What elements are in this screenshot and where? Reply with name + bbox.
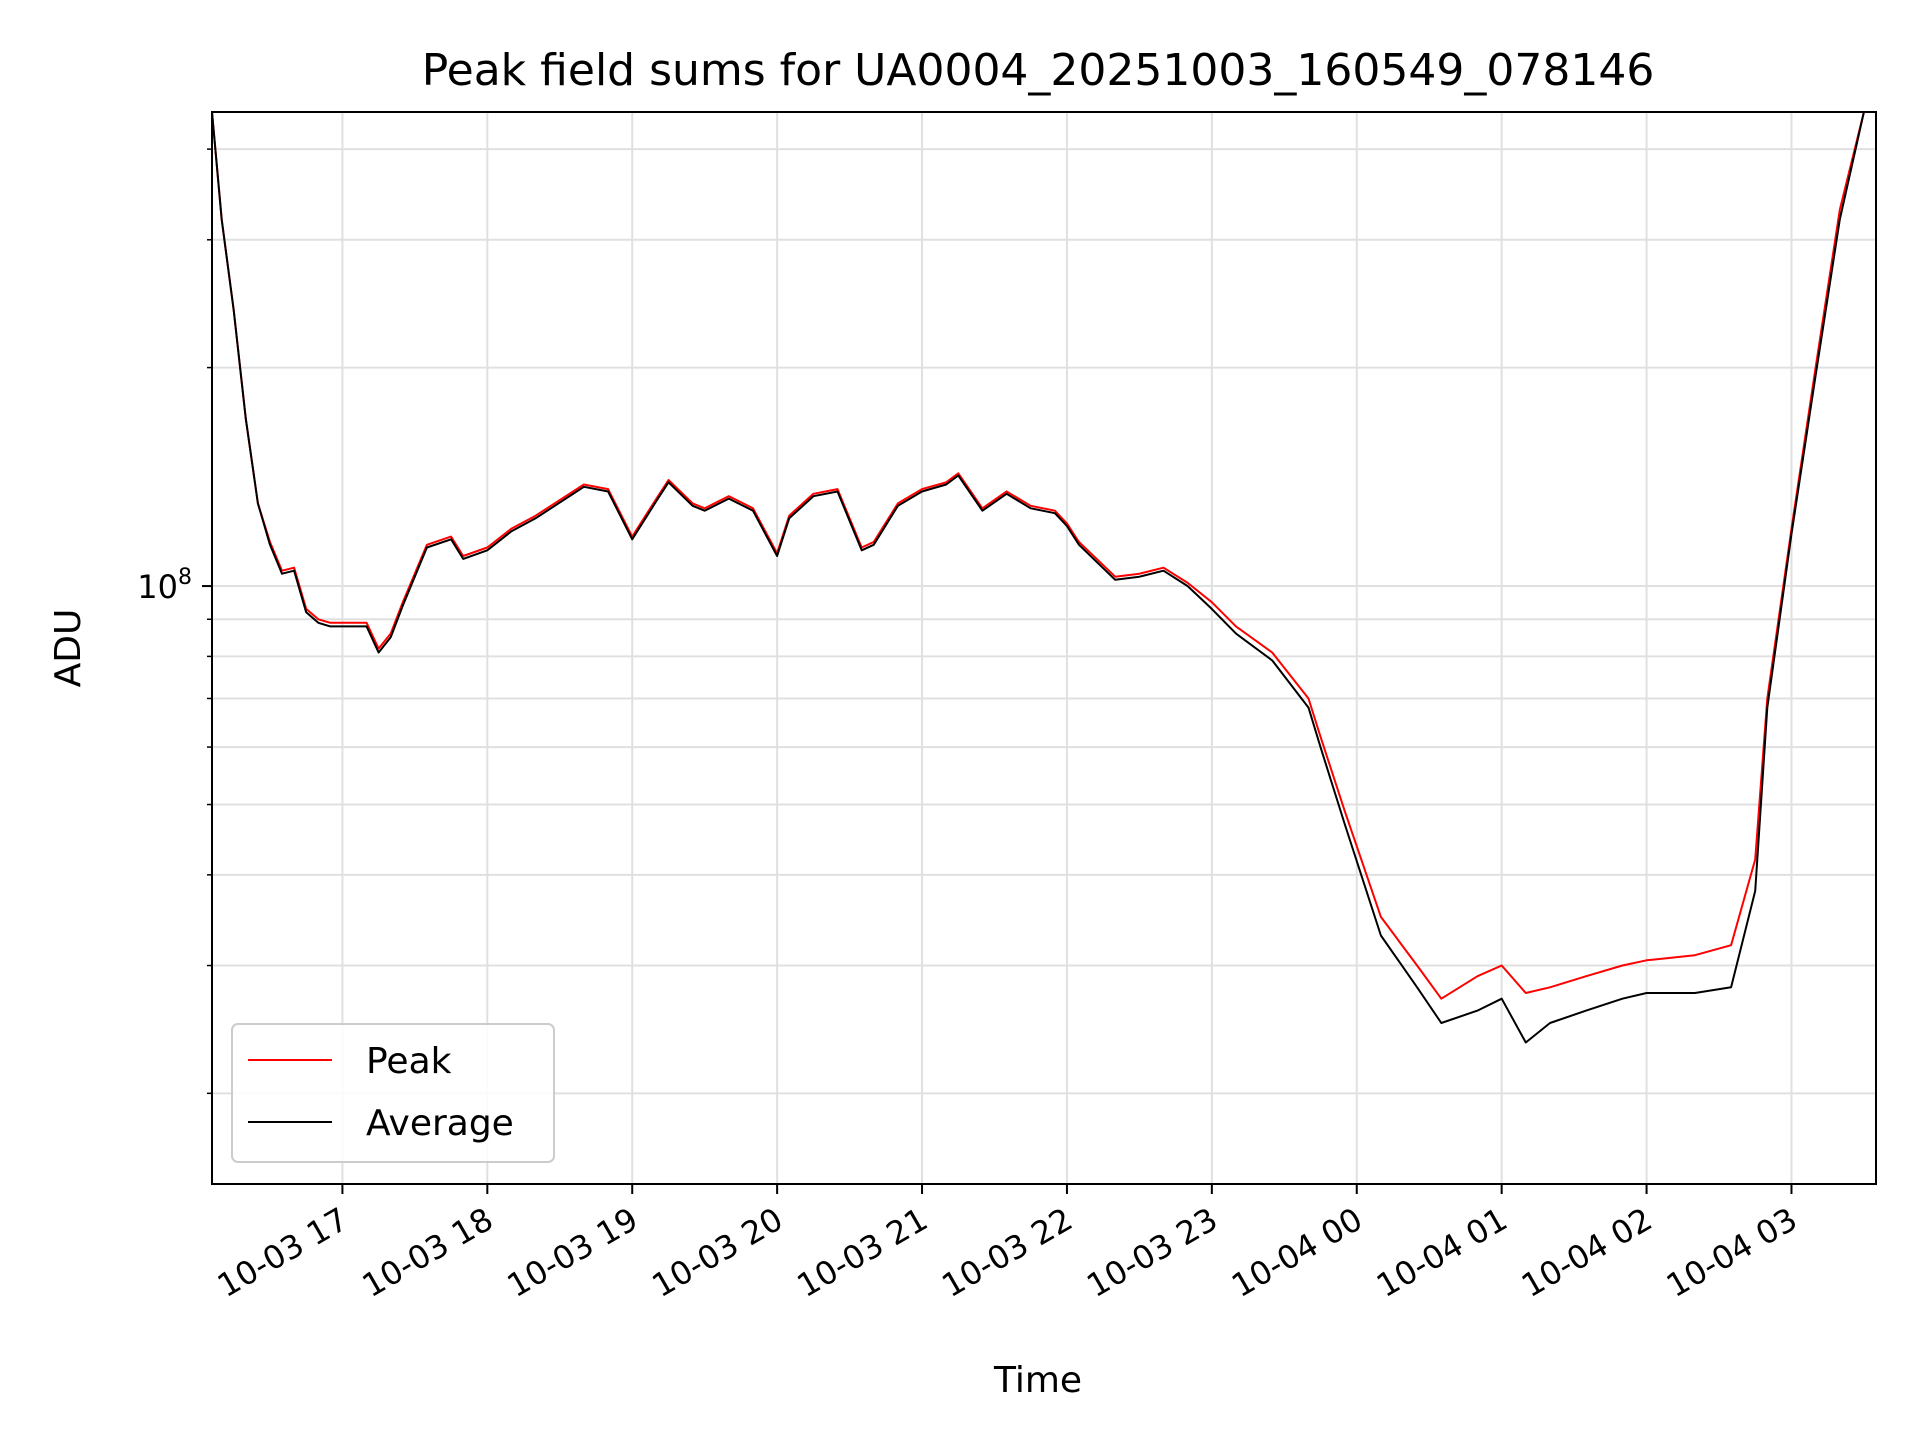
grid <box>212 112 1876 1184</box>
legend-box <box>231 1023 555 1163</box>
y-axis-label: ADU <box>48 609 89 688</box>
legend-label-average: Average <box>366 1103 514 1144</box>
x-axis-label: Time <box>993 1360 1082 1401</box>
legend: Peak Average <box>231 1023 555 1163</box>
axes-frame <box>211 111 1877 1185</box>
legend-label-peak: Peak <box>366 1041 452 1082</box>
series-line-peak <box>212 112 1876 1000</box>
y-tick-label: 108 <box>137 565 192 606</box>
plot-area <box>212 112 1876 1044</box>
chart-title: Peak field sums for UA0004_20251003_1605… <box>422 45 1655 96</box>
series-line-average <box>212 112 1876 1044</box>
y-axis: 108 <box>137 148 212 1095</box>
